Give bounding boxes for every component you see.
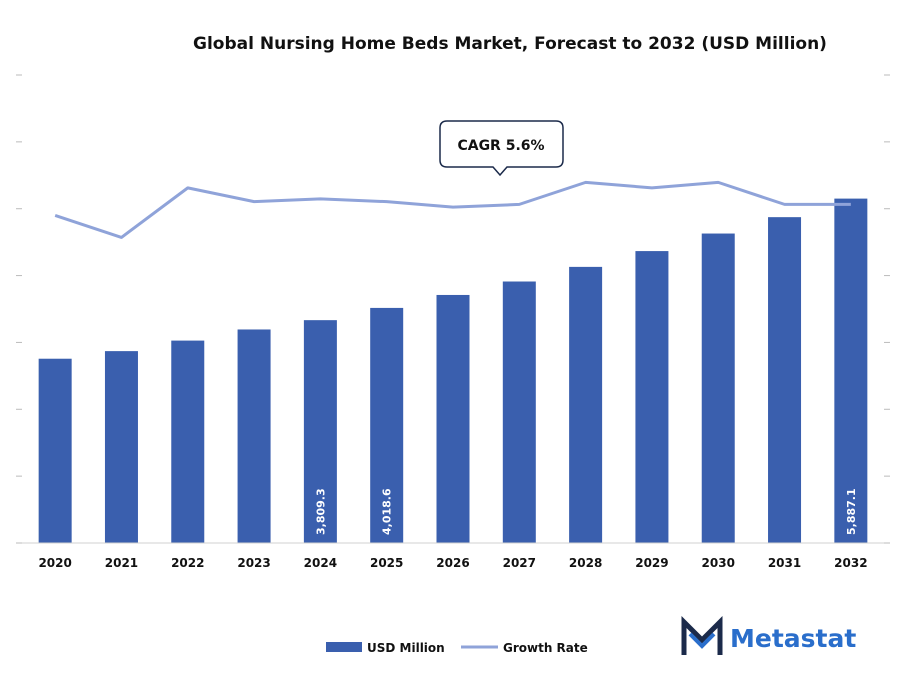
- x-tick-label: 2023: [237, 556, 270, 570]
- x-tick-label: 2026: [436, 556, 469, 570]
- x-tick-label: 2029: [635, 556, 668, 570]
- x-tick-label: 2020: [38, 556, 71, 570]
- legend-line-label: Growth Rate: [503, 641, 588, 655]
- legend-bar-swatch: [326, 642, 362, 652]
- x-tick-label: 2032: [834, 556, 867, 570]
- right-axis-ticks: [884, 74, 890, 544]
- bar-2032: [834, 198, 868, 543]
- x-tick-label: 2027: [503, 556, 536, 570]
- cagr-callout: CAGR 5.6%: [439, 120, 564, 177]
- bar-2021: [104, 351, 138, 543]
- bar-data-labels: 3,809.3 4,018.6 5,887.1: [314, 488, 857, 535]
- legend-bar-label: USD Million: [367, 641, 445, 655]
- bar-2031: [768, 217, 802, 543]
- bar-2020: [38, 358, 72, 543]
- bars: [38, 198, 868, 543]
- bar-2027: [502, 281, 536, 543]
- metastat-m-logo-icon: [681, 615, 723, 655]
- chart-title: Global Nursing Home Beds Market, Forecas…: [193, 34, 827, 54]
- brand-logo: Metastat: [681, 615, 856, 655]
- bar-2028: [569, 266, 603, 543]
- x-tick-label: 2030: [702, 556, 735, 570]
- bar-data-label: 5,887.1: [845, 488, 858, 535]
- bar-2022: [171, 340, 205, 543]
- bar-2029: [635, 251, 669, 543]
- x-tick-label: 2021: [105, 556, 138, 570]
- bar-data-label: 3,809.3: [314, 488, 327, 535]
- bar-2026: [436, 294, 470, 543]
- bar-2023: [237, 329, 271, 543]
- bar-2030: [701, 233, 735, 543]
- cagr-callout-text: CAGR 5.6%: [457, 138, 544, 154]
- left-axis-ticks: [16, 74, 22, 544]
- x-tick-label: 2025: [370, 556, 403, 570]
- x-tick-labels: 2020 2021 2022 2023 2024 2025 2026 2027 2028 2029…: [38, 556, 867, 570]
- x-tick-label: 2028: [569, 556, 602, 570]
- x-tick-label: 2031: [768, 556, 801, 570]
- bar-data-label: 4,018.6: [381, 488, 394, 535]
- legend: USD Million Growth Rate: [326, 641, 588, 655]
- x-tick-label: 2024: [304, 556, 337, 570]
- bar-2025: [370, 307, 404, 543]
- x-tick-label: 2022: [171, 556, 204, 570]
- growth-rate-line: [54, 180, 851, 239]
- bar-2024: [303, 320, 337, 543]
- brand-name: Metastat: [730, 624, 856, 653]
